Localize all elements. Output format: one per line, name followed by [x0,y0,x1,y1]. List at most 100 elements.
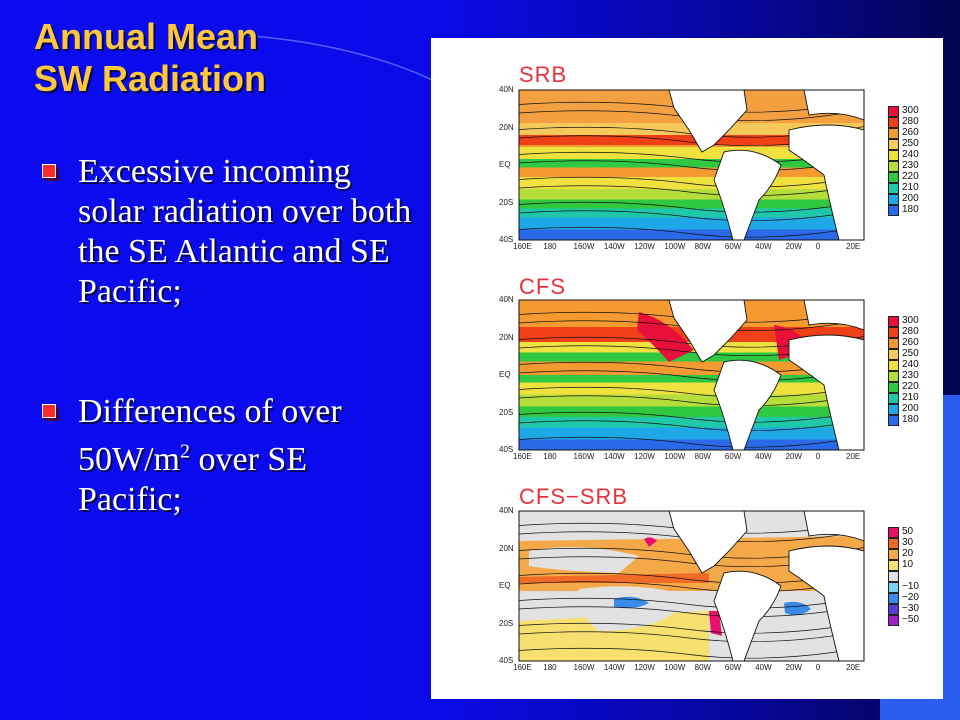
legend-label: 180 [902,204,919,215]
longitude-label: 20E [846,663,861,672]
field-band [519,208,864,219]
contour-line [519,159,864,172]
legend-label: 20 [902,548,914,559]
difference-region [784,601,811,616]
longitude-label: 20W [785,663,802,672]
longitude-label: 20W [785,242,802,251]
legend-swatch [888,382,899,393]
field-band [519,189,864,201]
continent [788,334,864,450]
bullet-list: Excessive incoming solar radiation over … [38,152,418,520]
field-band [519,406,864,418]
legend-swatch [888,139,899,150]
legend-label: 200 [902,193,919,204]
longitude-label: 60W [724,242,742,251]
longitude-label: 180 [543,663,557,672]
latitude-label: EQ [499,581,511,590]
longitude-label: 140W [603,452,625,461]
legend-label: 30 [902,537,914,548]
legend-label: 280 [902,116,919,127]
longitude-label: 160E [513,242,532,251]
legend-label: 250 [902,348,919,359]
legend-label: 300 [902,105,919,116]
longitude-label: 20W [785,452,802,461]
legend-label: 210 [902,182,919,193]
longitude-label: 20E [846,242,861,251]
latitude-label: 40N [499,506,514,515]
legend-label: 300 [902,315,919,326]
continent [668,300,748,363]
latitude-label: 20S [499,197,514,207]
field-band [519,199,864,210]
legend-swatch [888,349,899,360]
field-band [519,394,864,408]
longitude-label: 80W [694,663,712,672]
field-band [519,375,864,384]
longitude-label: 60W [724,663,742,672]
latitude-label: 40S [499,445,514,454]
field-band [519,147,864,160]
legend-swatch [888,128,899,139]
continent [713,570,782,661]
legend-swatch [888,327,899,338]
contour-line [519,622,864,634]
longitude-label: 180 [543,242,557,251]
legend-label: 210 [902,392,919,403]
legend-label: −20 [902,592,919,603]
legend-label: 180 [902,414,919,425]
legend-label: 260 [902,127,919,138]
difference-region [709,611,722,636]
legend-swatch [888,527,899,538]
bullet-text: Differences of over 50W/m2 over SE Pacif… [78,393,342,518]
difference-region [519,573,709,583]
longitude-label: 160W [573,452,595,461]
bullet-box-icon [42,404,56,418]
legend-swatch [888,393,899,404]
contour-line [519,209,864,222]
legend-label: 220 [902,171,919,182]
field-band [519,168,864,178]
legend-label: 220 [902,381,919,392]
title-line-1: Annual Mean [34,16,259,57]
legend-swatch [888,582,899,593]
longitude-label: 160W [573,242,595,251]
legend-label: 10 [902,559,914,570]
contour-line [519,647,864,659]
latitude-label: EQ [499,370,511,379]
latitude-label: 40N [499,85,514,94]
longitude-label: 0 [815,242,821,251]
longitude-label: 60W [724,452,742,461]
longitude-label: 20E [846,452,861,461]
contour-line [519,369,864,382]
superscript: 2 [179,441,190,463]
contour-line [519,184,864,197]
longitude-label: 160E [513,452,532,461]
legend-swatch [888,150,899,161]
legend-label: 50 [902,526,914,537]
bullet-item: Excessive incoming solar radiation over … [38,152,418,312]
slide-title: Annual Mean SW Radiation [34,16,266,100]
map-panel-2 [518,299,865,451]
legend-swatch [888,538,899,549]
latitude-label: 20N [499,122,514,132]
longitude-label: 120W [634,663,655,672]
latitude-label: 40S [499,656,514,665]
contour-line [519,411,864,423]
bullet-text-part: Differences of over 50W/m [78,393,342,479]
field-maximum [637,312,694,362]
longitude-label: 40W [755,242,772,251]
longitude-label: 100W [664,452,686,461]
map-panels-graphic [518,89,865,662]
legend-label: 260 [902,337,919,348]
map-figure: SRB 40N 20N EQ 20S 40S 160E 180 160W 140W 120W 100W… [431,38,943,699]
legend-swatch [888,571,899,582]
bullet-item: Differences of over 50W/m2 over SE Pacif… [38,392,418,520]
longitude-label: 0 [815,452,821,461]
legend-swatch [888,183,899,194]
legend-label: 230 [902,160,919,171]
legend-swatch [888,415,899,426]
legend-swatch [888,106,899,117]
field-band [519,135,864,145]
field-band [519,229,864,240]
longitude-label: 140W [603,242,625,251]
